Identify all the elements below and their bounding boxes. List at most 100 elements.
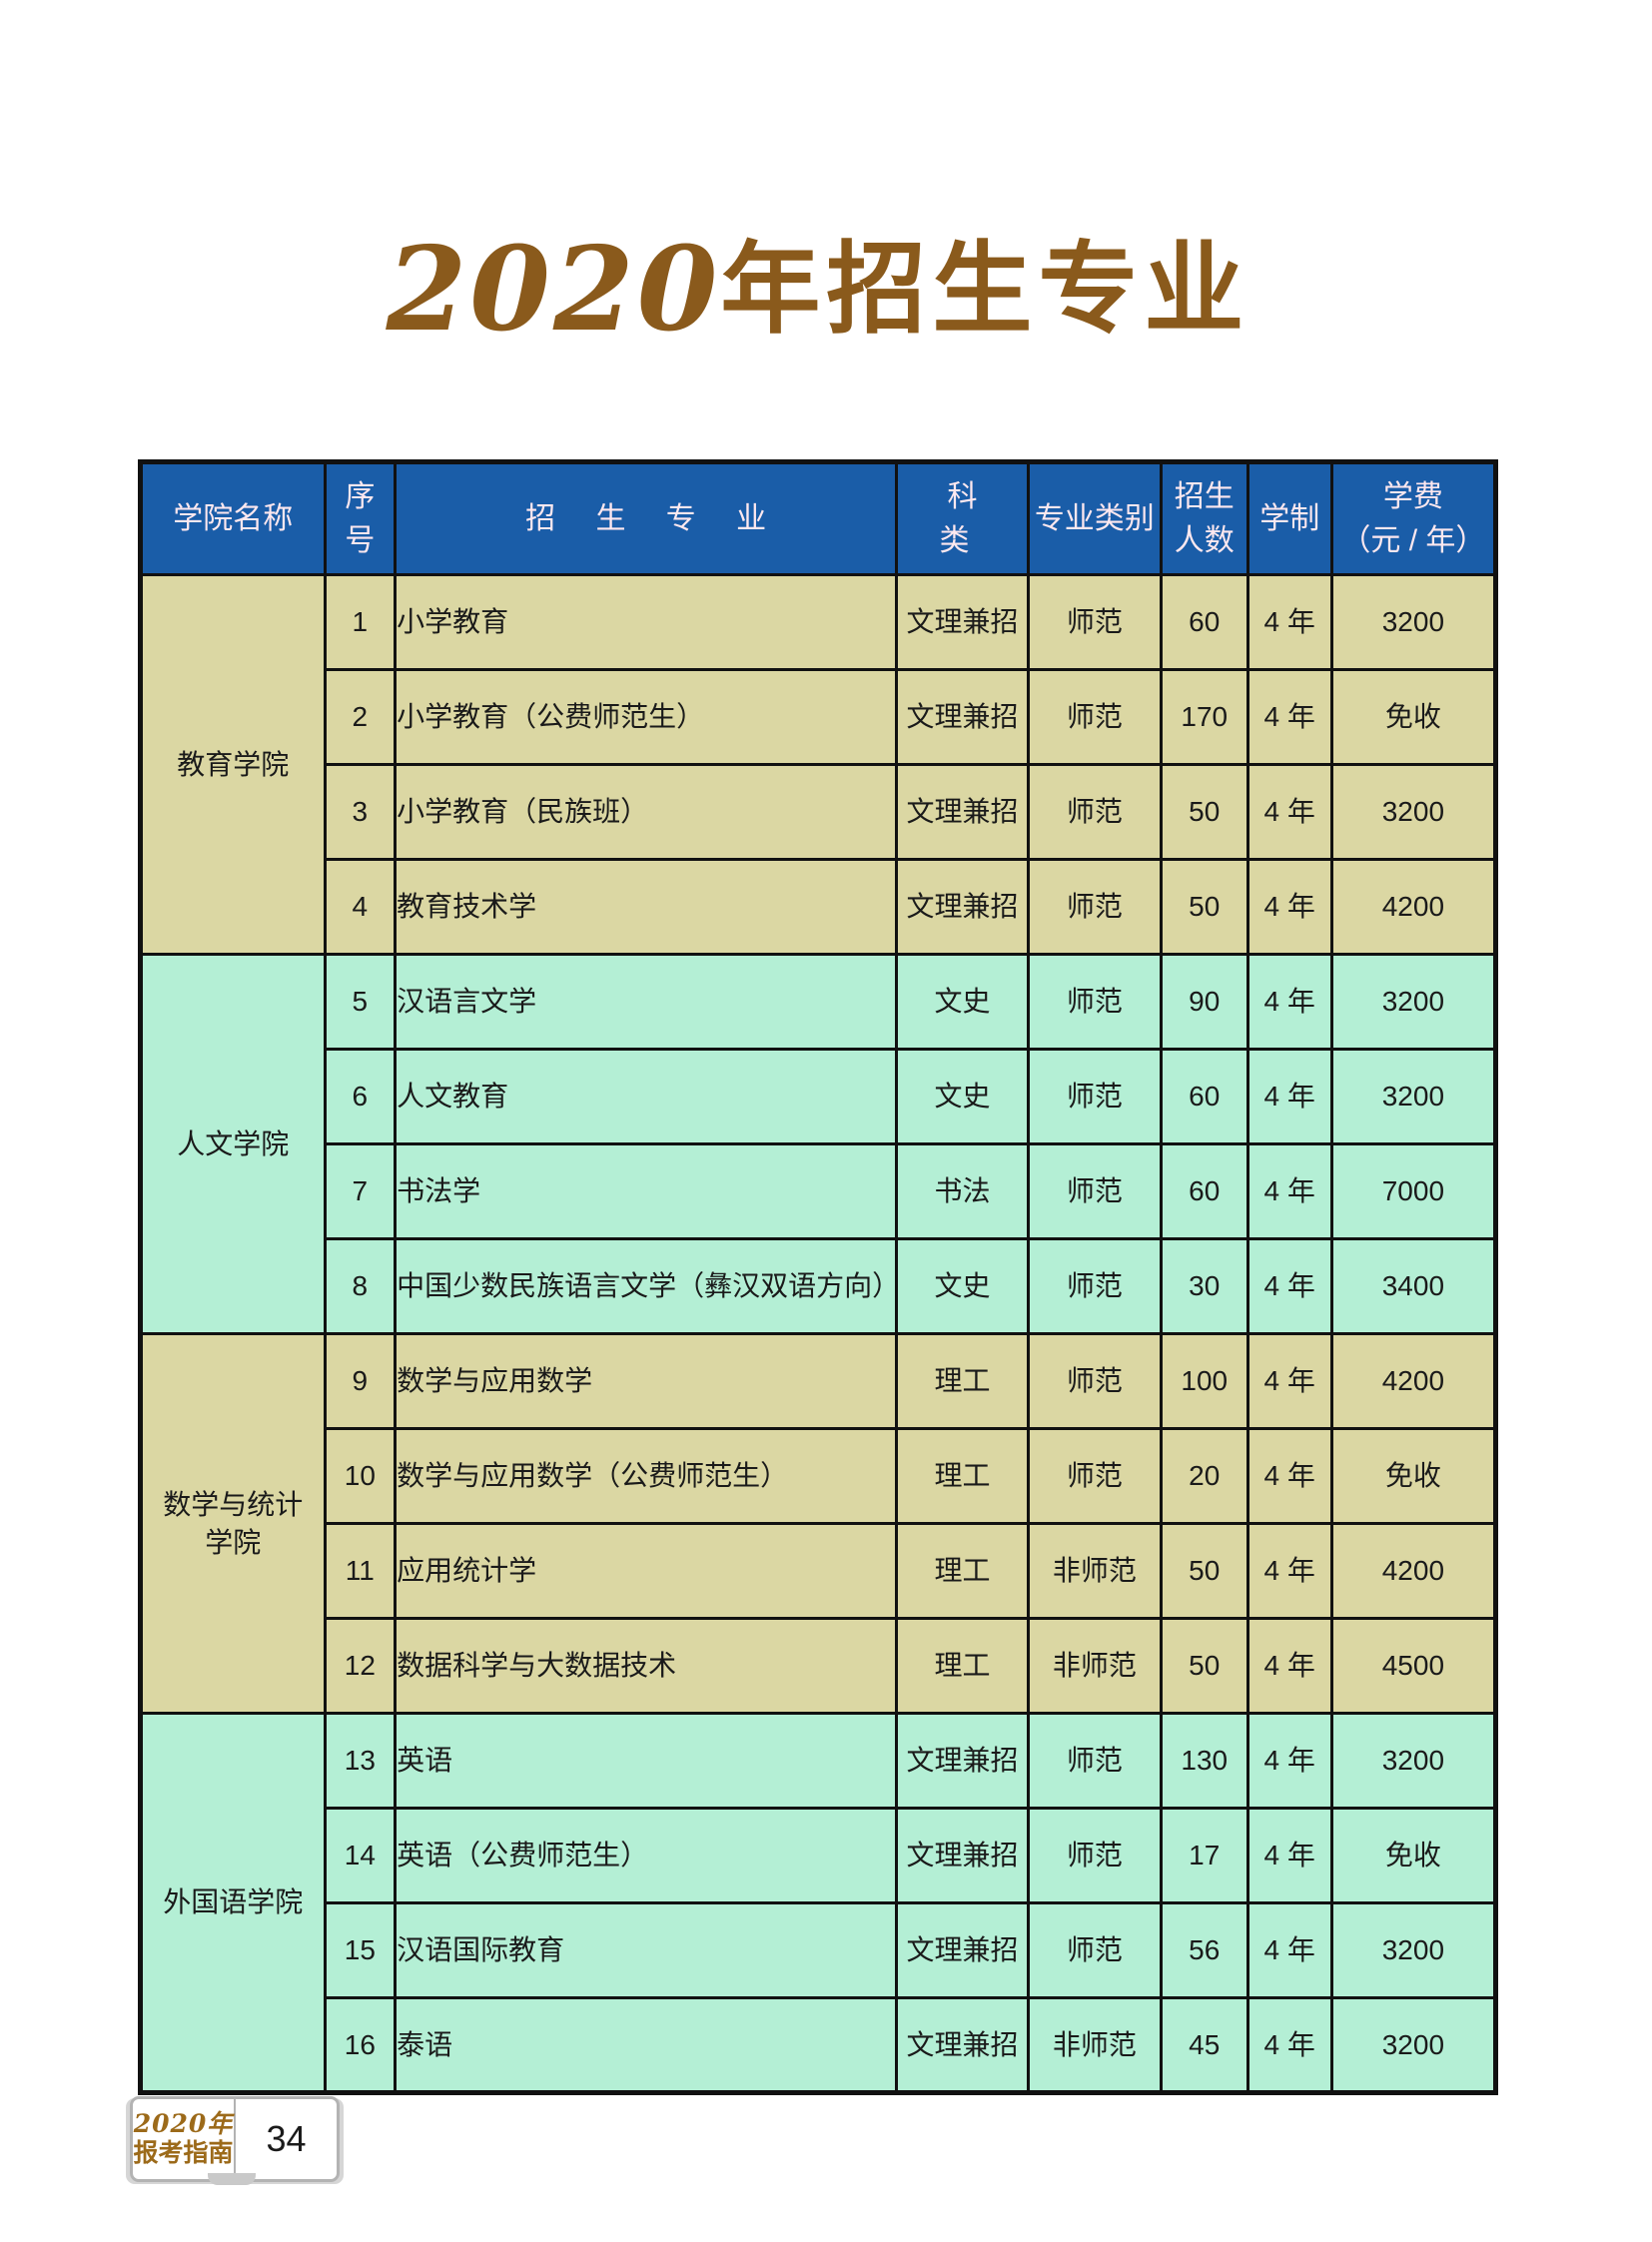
- cell-duration: 4 年: [1245, 1142, 1333, 1240]
- guide-logo: 2020年 报考指南 34: [130, 2096, 340, 2185]
- cell-index: 5: [323, 953, 398, 1051]
- cell-enroll: 60: [1159, 1142, 1249, 1240]
- cell-tuition: 免收: [1329, 668, 1498, 766]
- cell-type: 师范: [1026, 1332, 1163, 1430]
- cell-duration: 4 年: [1245, 573, 1333, 671]
- header-label: 专业类别: [1034, 501, 1155, 535]
- table-row: 15 汉语国际教育 文理兼招 师范 56 4 年 3200: [141, 1901, 1498, 1999]
- title-text: 年招生专业: [720, 231, 1250, 348]
- page-number: 34: [266, 2118, 307, 2159]
- cell-tuition: 4500: [1329, 1617, 1498, 1715]
- cell-type: 师范: [1026, 953, 1163, 1051]
- cell-duration: 4 年: [1245, 1522, 1333, 1620]
- cell-major: 数学与应用数学（公费师范生）: [394, 1427, 899, 1525]
- cell-category: 书法: [895, 1142, 1030, 1240]
- table-row: 教育学院 1 小学教育 文理兼招 师范 60 4 年 3200: [139, 573, 1498, 956]
- college-name-cell: 外国语学院: [139, 1712, 327, 2094]
- college-name-line: 数学与统计: [163, 1488, 304, 1520]
- cell-major: 教育技术学: [394, 858, 899, 956]
- cell-index: 4: [323, 858, 398, 956]
- college-name-line: 学院: [205, 1526, 262, 1558]
- cell-type: 非师范: [1026, 1522, 1163, 1620]
- cell-category: 文理兼招: [895, 1996, 1030, 2094]
- header-label: 科 类: [939, 480, 994, 557]
- cell-tuition: 3200: [1329, 1996, 1498, 2094]
- cell-tuition: 3400: [1329, 1237, 1498, 1335]
- college-name-line: 外国语学院: [163, 1886, 304, 1918]
- cell-category: 文史: [895, 1048, 1030, 1145]
- college-name-cell: 教育学院: [139, 573, 327, 956]
- page-title: 2020年招生专业: [138, 232, 1498, 348]
- cell-category: 理工: [895, 1617, 1030, 1715]
- cell-duration: 4 年: [1245, 1712, 1333, 1810]
- college-name-line: 教育学院: [177, 748, 290, 780]
- column-header-category: 科 类: [895, 460, 1030, 576]
- book-page-left: 2020年 报考指南: [133, 2099, 236, 2179]
- header-label: 序: [345, 480, 376, 513]
- cell-major: 小学教育（民族班）: [394, 763, 899, 861]
- cell-enroll: 60: [1159, 1048, 1249, 1145]
- cell-type: 师范: [1026, 763, 1163, 861]
- cell-type: 非师范: [1026, 1617, 1163, 1715]
- cell-enroll: 50: [1159, 858, 1249, 956]
- cell-major: 英语: [394, 1712, 899, 1810]
- logo-year: 2020年: [133, 2109, 234, 2139]
- cell-category: 文理兼招: [895, 763, 1030, 861]
- cell-major: 英语（公费师范生）: [394, 1807, 899, 1904]
- header-label: 学院名称: [173, 501, 294, 535]
- cell-duration: 4 年: [1245, 1901, 1333, 1999]
- header-label: 人数: [1174, 523, 1235, 557]
- cell-major: 汉语国际教育: [394, 1901, 899, 1999]
- cell-major: 应用统计学: [394, 1522, 899, 1620]
- cell-index: 14: [323, 1807, 398, 1904]
- header-label: （元 / 年）: [1340, 523, 1486, 557]
- table-row: 14 英语（公费师范生） 文理兼招 师范 17 4 年免收: [141, 1807, 1498, 1904]
- table-row: 外国语学院 13 英语 文理兼招 师范 130 4 年 3200: [139, 1712, 1498, 2094]
- cell-major: 中国少数民族语言文学（彝汉双语方向）: [394, 1237, 900, 1335]
- book-spine-tail: [208, 2173, 256, 2185]
- cell-category: 文史: [895, 1237, 1030, 1335]
- cell-enroll: 170: [1159, 668, 1249, 766]
- cell-category: 文理兼招: [895, 1901, 1030, 1999]
- cell-index: 15: [323, 1901, 398, 1999]
- cell-index: 9: [323, 1332, 398, 1430]
- cell-enroll: 30: [1159, 1237, 1249, 1335]
- cell-major: 小学教育: [394, 573, 899, 671]
- cell-tuition: 3200: [1329, 1901, 1498, 1999]
- cell-enroll: 50: [1159, 1522, 1249, 1620]
- cell-tuition: 免收: [1329, 1807, 1498, 1904]
- column-header-major: 招 生 专 业: [394, 460, 899, 576]
- table-row: 12 数据科学与大数据技术 理工 非师范 50 4 年 4500: [141, 1617, 1498, 1715]
- cell-enroll: 56: [1159, 1901, 1249, 1999]
- table-row: 16 泰语 文理兼招 非师范 45 4 年 3200: [141, 1996, 1498, 2094]
- admissions-table: 学院名称序号招 生 专 业科 类专业类别 招生 人数 学制 学费 （元 / 年） 教育学院…: [138, 459, 1498, 2095]
- cell-enroll: 17: [1159, 1807, 1249, 1904]
- table-row: 11 应用统计学 理工 非师范 50 4 年 4200: [141, 1522, 1498, 1620]
- logo-title: 报考指南: [133, 2139, 234, 2167]
- cell-category: 文理兼招: [895, 668, 1030, 766]
- cell-type: 师范: [1026, 1142, 1163, 1240]
- table-row: 数学与统计 学院 9 数学与应用数学 理工 师范 100 4 年 4200: [139, 1332, 1498, 1715]
- title-year: 2020: [386, 222, 721, 358]
- cell-major: 数据科学与大数据技术: [394, 1617, 899, 1715]
- header-label: 招 生 专 业: [525, 501, 783, 535]
- cell-type: 师范: [1026, 1237, 1163, 1335]
- table-row: 4 教育技术学 文理兼招 师范 50 4 年 4200: [141, 858, 1498, 956]
- cell-category: 理工: [895, 1427, 1030, 1525]
- header-row: 学院名称序号招 生 专 业科 类专业类别 招生 人数 学制 学费 （元 / 年）: [139, 460, 1498, 576]
- cell-type: 师范: [1026, 573, 1163, 671]
- book-page-right: 34: [236, 2099, 337, 2179]
- cell-tuition: 3200: [1329, 953, 1498, 1051]
- cell-category: 文理兼招: [895, 1712, 1030, 1810]
- cell-tuition: 4200: [1329, 1332, 1498, 1430]
- table-row: 8 中国少数民族语言文学（彝汉双语方向） 文史 师范 30 4 年 3400: [141, 1237, 1498, 1335]
- cell-category: 文史: [895, 953, 1030, 1051]
- header-label: 学费: [1382, 480, 1443, 513]
- book-icon: 2020年 报考指南 34: [130, 2096, 340, 2182]
- cell-type: 师范: [1026, 1048, 1163, 1145]
- cell-duration: 4 年: [1245, 668, 1333, 766]
- cell-type: 师范: [1026, 1712, 1163, 1810]
- column-header-type: 专业类别: [1026, 460, 1163, 576]
- cell-enroll: 20: [1159, 1427, 1249, 1525]
- cell-index: 10: [323, 1427, 398, 1525]
